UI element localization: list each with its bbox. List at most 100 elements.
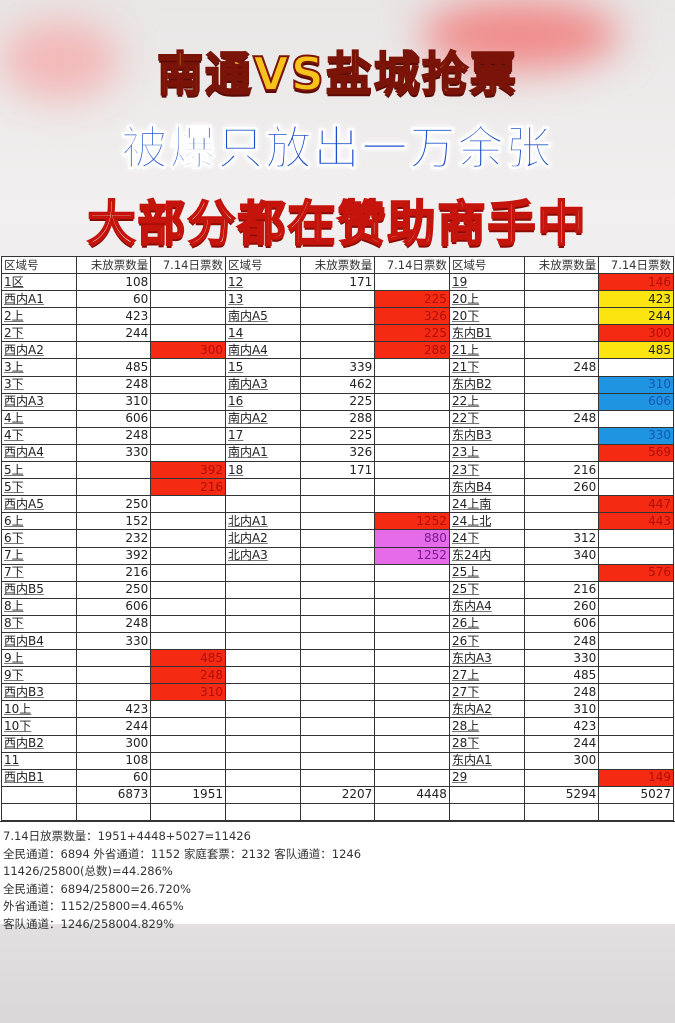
empty-cell	[598, 802, 674, 822]
zone-cell: 南内A1	[224, 443, 301, 463]
july14-tickets-cell	[150, 307, 226, 326]
july14-tickets-cell: 149	[598, 768, 674, 787]
unreleased-cell: 606	[75, 597, 152, 616]
table-row: 6下 232 北内A2 880 24下 312	[1, 529, 674, 548]
ticket-spreadsheet: 区域号 未放票数量 7.14日票数 区域号 未放票数量 7.14日票数 区域号 未放票数量 7.…	[0, 256, 675, 931]
empty-cell	[150, 802, 226, 822]
unreleased-cell: 60	[75, 768, 152, 787]
unreleased-cell: 260	[523, 597, 600, 616]
empty-cell	[224, 802, 301, 822]
july14-tickets-cell	[374, 392, 450, 411]
zone-cell: 东内A4	[448, 597, 525, 616]
unreleased-cell: 248	[523, 409, 600, 428]
unreleased-cell	[299, 734, 376, 753]
zone-cell: 8下	[1, 614, 77, 633]
column-header: 未放票数量	[75, 256, 152, 274]
july14-tickets-cell	[150, 529, 226, 548]
zone-cell	[448, 785, 525, 804]
zone-cell: 26上	[448, 614, 525, 633]
zone-cell: 3下	[1, 375, 77, 394]
july14-tickets-cell	[150, 734, 226, 753]
unreleased-cell	[299, 546, 376, 565]
july14-tickets-cell: 392	[150, 461, 226, 480]
unreleased-cell	[523, 443, 600, 463]
unreleased-cell	[75, 649, 152, 668]
zone-cell: 28下	[448, 734, 525, 753]
zone-cell: 10下	[1, 717, 77, 736]
total-unreleased-cell: 6873	[75, 785, 152, 804]
unreleased-cell	[299, 290, 376, 309]
unreleased-cell	[75, 478, 152, 497]
note-line: 11426/25800(总数)=44.286%	[3, 864, 173, 878]
zone-cell	[224, 597, 301, 616]
july14-tickets-cell	[598, 649, 674, 668]
unreleased-cell	[75, 341, 152, 360]
unreleased-cell	[523, 512, 600, 531]
zone-cell: 17	[224, 426, 301, 445]
unreleased-cell	[299, 768, 376, 787]
unreleased-cell	[299, 529, 376, 548]
july14-tickets-cell	[374, 734, 450, 753]
zone-cell: 西内A3	[1, 392, 77, 411]
zone-cell: 1区	[1, 272, 77, 292]
july14-tickets-cell	[598, 614, 674, 633]
zone-cell: 东内A3	[448, 649, 525, 668]
zone-cell: 16	[224, 392, 301, 411]
unreleased-cell: 244	[75, 324, 152, 343]
unreleased-cell: 244	[523, 734, 600, 753]
empty-cell	[299, 802, 376, 822]
july14-tickets-cell	[150, 375, 226, 394]
unreleased-cell	[299, 563, 376, 582]
zone-cell: 东内A2	[448, 700, 525, 719]
unreleased-cell	[299, 751, 376, 770]
unreleased-cell	[523, 392, 600, 411]
zone-cell	[224, 495, 301, 514]
zone-cell	[224, 666, 301, 685]
unreleased-cell	[523, 563, 600, 582]
july14-tickets-cell	[374, 563, 450, 582]
unreleased-cell: 248	[75, 426, 152, 445]
zone-cell: 19	[448, 272, 525, 292]
unreleased-cell	[299, 631, 376, 651]
empty-cell	[448, 802, 525, 822]
zone-cell: 26下	[448, 631, 525, 651]
july14-tickets-cell: 146	[598, 272, 674, 292]
zone-cell	[224, 734, 301, 753]
unreleased-cell: 232	[75, 529, 152, 548]
unreleased-cell: 606	[75, 409, 152, 428]
zone-cell	[224, 649, 301, 668]
background-blur	[420, 0, 620, 70]
july14-tickets-cell	[374, 461, 450, 480]
zone-cell: 25上	[448, 563, 525, 582]
july14-tickets-cell: 485	[150, 649, 226, 668]
header-row: 区域号 未放票数量 7.14日票数 区域号 未放票数量 7.14日票数 区域号 未放票数量 7.…	[1, 256, 674, 274]
zone-cell: 13	[224, 290, 301, 309]
july14-tickets-cell: 288	[374, 341, 450, 360]
zone-cell: 2下	[1, 324, 77, 343]
unreleased-cell	[523, 341, 600, 360]
unreleased-cell: 248	[75, 375, 152, 394]
zone-cell: 24上南	[448, 495, 525, 514]
july14-tickets-cell	[150, 443, 226, 463]
zone-cell: 21上	[448, 341, 525, 360]
headline-1: 南通VS盐城抢票	[156, 46, 518, 102]
table-row: 西内A2 300 南内A4 288 21上 485	[1, 341, 674, 360]
unreleased-cell	[523, 375, 600, 394]
zone-cell	[224, 785, 301, 804]
july14-tickets-cell: 1252	[374, 512, 450, 531]
july14-tickets-cell	[150, 512, 226, 531]
zone-cell: 12	[224, 272, 301, 292]
ticket-table: 区域号 未放票数量 7.14日票数 区域号 未放票数量 7.14日票数 区域号 未放票数量 7.…	[1, 256, 674, 822]
july14-tickets-cell	[374, 717, 450, 736]
unreleased-cell: 330	[523, 649, 600, 668]
zone-cell	[224, 563, 301, 582]
unreleased-cell	[75, 683, 152, 702]
note-line: 全民通道：6894/25800=26.720%	[3, 881, 192, 896]
table-row: 10下 244 28上 423	[1, 717, 674, 736]
zone-cell	[224, 768, 301, 787]
table-row: 7上 392 北内A3 1252 东24内 340	[1, 546, 674, 565]
july14-tickets-cell	[150, 358, 226, 377]
unreleased-cell: 250	[75, 495, 152, 514]
unreleased-cell	[523, 272, 600, 292]
unreleased-cell: 108	[75, 272, 152, 292]
